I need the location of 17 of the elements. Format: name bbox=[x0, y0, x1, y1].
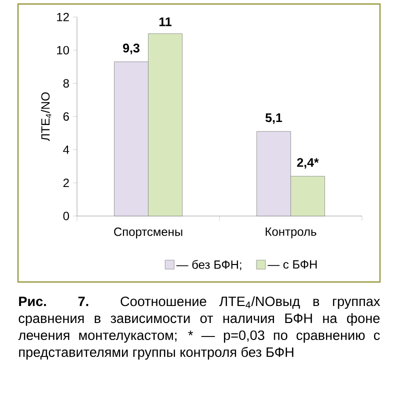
y-tick-label: 12 bbox=[57, 12, 69, 22]
y-tick-label: 6 bbox=[63, 112, 69, 121]
legend-label: — с БФН bbox=[268, 260, 317, 269]
data-label: 9,3 bbox=[123, 44, 140, 54]
y-tick-label: 8 bbox=[63, 79, 69, 88]
x-tick-label: Спортсмены bbox=[114, 228, 182, 238]
data-label: 5,1 bbox=[265, 113, 282, 124]
y-tick-label: 0 bbox=[63, 212, 70, 220]
data-label: 11 bbox=[159, 18, 172, 26]
data-label: 2,4* bbox=[297, 158, 319, 169]
y-tick-label: 2 bbox=[63, 178, 69, 188]
x-tick-label: Контроль bbox=[266, 228, 316, 238]
text: Рис. 7. Соотношение ЛТЕ$_{4}$/NOвыд в группах сравнения в зависимости от наличия БФН на фоне лечения монтелукастом; * — p=0,03 по сравнению с представителями группы контроля без БФН bbox=[18, 296, 380, 360]
y-tick-label: 10 bbox=[57, 46, 70, 54]
y-axis-title: ЛТЕ$_{4}$/NO bbox=[40, 92, 52, 142]
legend-label: — без БФН; bbox=[176, 260, 242, 270]
y-tick-label: 4 bbox=[63, 146, 70, 154]
